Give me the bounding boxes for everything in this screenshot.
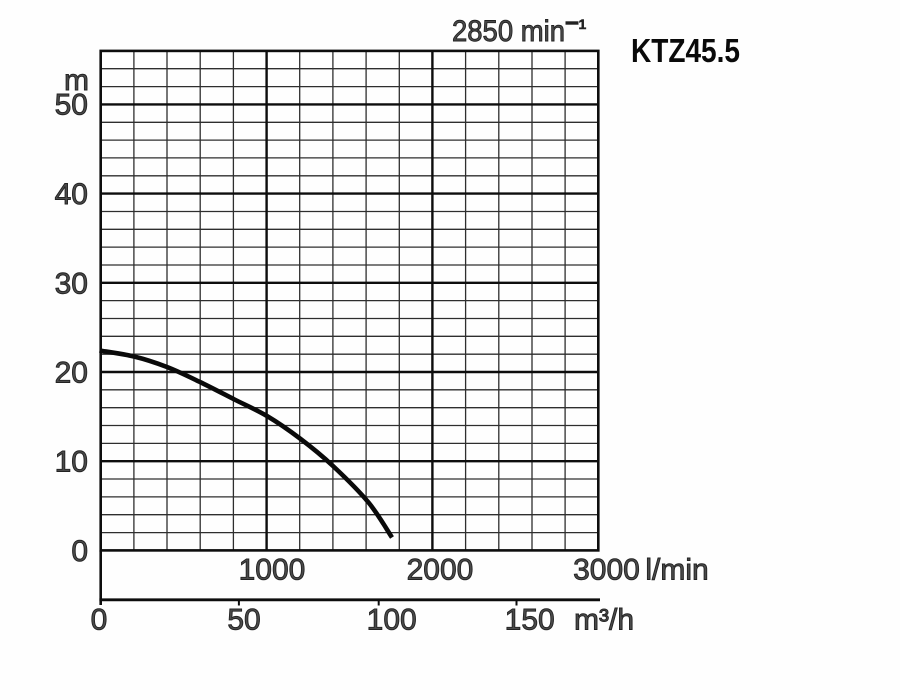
svg-text:2850 min: 2850 min xyxy=(452,15,565,48)
svg-text:2000: 2000 xyxy=(407,554,474,587)
svg-text:KTZ45.5: KTZ45.5 xyxy=(631,32,740,69)
svg-text:l/min: l/min xyxy=(645,554,708,587)
svg-text:20: 20 xyxy=(55,357,88,390)
svg-text:3000: 3000 xyxy=(573,554,640,587)
svg-text:0: 0 xyxy=(71,535,88,568)
svg-text:50: 50 xyxy=(55,89,88,122)
svg-text:100: 100 xyxy=(367,604,417,637)
svg-text:40: 40 xyxy=(55,178,88,211)
svg-text:150: 150 xyxy=(505,604,555,637)
svg-text:50: 50 xyxy=(227,604,260,637)
svg-text:10: 10 xyxy=(55,446,88,479)
svg-text:0: 0 xyxy=(91,604,108,637)
svg-text:m: m xyxy=(64,64,89,97)
svg-text:m³/h: m³/h xyxy=(574,604,634,637)
svg-text:1000: 1000 xyxy=(239,554,306,587)
svg-text:30: 30 xyxy=(55,267,88,300)
svg-text:1: 1 xyxy=(579,16,587,32)
